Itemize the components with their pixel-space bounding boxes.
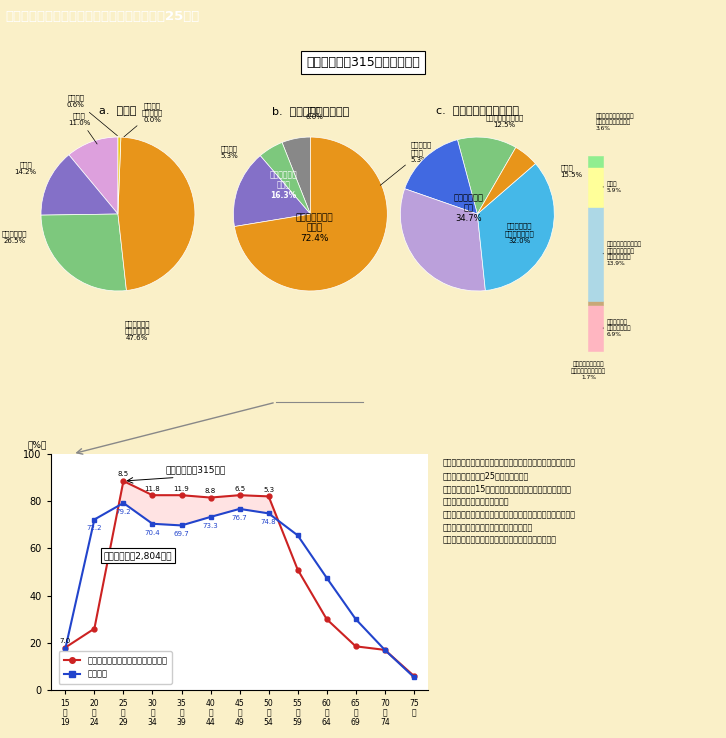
Text: 今の景気や季節では
仕事がありそうにない
1.7%: 今の景気や季節では 仕事がありそうにない 1.7% — [571, 362, 606, 380]
Text: 正規の職員・
従業員
16.3%: 正規の職員・ 従業員 16.3% — [269, 170, 298, 200]
Text: 70.4: 70.4 — [144, 530, 160, 536]
Text: 健康上の理由のため
12.5%: 健康上の理由のため 12.5% — [485, 114, 523, 128]
Text: 79.2: 79.2 — [115, 509, 131, 515]
Text: 自営業主
5.3%: 自営業主 5.3% — [221, 145, 238, 159]
Text: 69.7: 69.7 — [174, 531, 189, 537]
Text: 6.5: 6.5 — [234, 486, 245, 492]
Wedge shape — [260, 142, 311, 214]
Text: 5.3: 5.3 — [263, 487, 274, 493]
Wedge shape — [118, 137, 121, 214]
Text: 73.3: 73.3 — [203, 523, 219, 529]
Bar — [588, 300, 603, 305]
Wedge shape — [457, 137, 516, 214]
Text: 労働力人口：2,804万人: 労働力人口：2,804万人 — [104, 551, 172, 560]
Wedge shape — [478, 148, 536, 214]
Text: 在学中
11.0%: 在学中 11.0% — [68, 112, 97, 144]
Legend: 就業希望者の対人口割合＋労働力率, 労働力率: 就業希望者の対人口割合＋労働力率, 労働力率 — [59, 652, 172, 683]
Text: 就業希望者：315万人: 就業希望者：315万人 — [166, 466, 226, 475]
Text: 近くに仕事が
ありそうにない
6.9%: 近くに仕事が ありそうにない 6.9% — [603, 319, 631, 337]
Text: 74.8: 74.8 — [261, 520, 277, 525]
Text: １－２－７図　女性就業希望者の内訳（平成25年）: １－２－７図 女性就業希望者の内訳（平成25年） — [6, 10, 200, 23]
Text: その他
6.0%: その他 6.0% — [305, 106, 323, 120]
Wedge shape — [41, 214, 126, 291]
Text: 11.9: 11.9 — [174, 486, 189, 492]
Bar — [588, 305, 603, 351]
Text: 7.0: 7.0 — [60, 638, 71, 644]
Wedge shape — [401, 189, 486, 291]
Text: その他
5.9%: その他 5.9% — [603, 182, 621, 193]
Bar — [588, 156, 603, 167]
Text: 8.8: 8.8 — [205, 488, 216, 494]
Title: a.  教育別: a. 教育別 — [99, 106, 136, 116]
Wedge shape — [41, 155, 118, 215]
Wedge shape — [234, 156, 311, 227]
Text: 72.2: 72.2 — [86, 525, 102, 531]
Text: 11.8: 11.8 — [144, 486, 160, 492]
Wedge shape — [69, 137, 118, 214]
Text: 自分の知識・能力にあう
仕事がありそうにない
3.6%: 自分の知識・能力にあう 仕事がありそうにない 3.6% — [595, 113, 635, 131]
Text: 短大・高専率
26.5%: 短大・高専率 26.5% — [1, 230, 27, 244]
Wedge shape — [478, 164, 554, 291]
Text: （%）: （%） — [28, 440, 47, 449]
Text: 大学院卒
0.6%: 大学院卒 0.6% — [67, 94, 118, 136]
Text: その他
15.5%: その他 15.5% — [560, 165, 582, 179]
Bar — [588, 207, 603, 300]
Text: 在学した
ことがない
0.0%: 在学した ことがない 0.0% — [124, 102, 163, 137]
Bar — [588, 167, 603, 207]
Text: 76.7: 76.7 — [232, 515, 248, 521]
Text: 大学卒
14.2%: 大学卒 14.2% — [15, 161, 37, 175]
Text: 就業希望者（315万人）の内訳: 就業希望者（315万人）の内訳 — [306, 56, 420, 69]
Title: c.  求職していない理由別: c. 求職していない理由別 — [436, 106, 519, 116]
Title: b.  希望する就業形態別: b. 希望する就業形態別 — [272, 106, 349, 116]
Text: 小学・中学・
高校・旧中卒
47.6%: 小学・中学・ 高校・旧中卒 47.6% — [124, 320, 150, 342]
Text: 出産・育児の
ため
34.7%: 出産・育児の ため 34.7% — [453, 193, 483, 223]
Wedge shape — [404, 139, 478, 214]
Text: 勤務時間・賃金などが
希望にあう仕事が
ありそうにない
13.9%: 勤務時間・賃金などが 希望にあう仕事が ありそうにない 13.9% — [603, 241, 642, 266]
Text: 介護・看護
のため
5.3%: 介護・看護 のため 5.3% — [380, 142, 432, 185]
Text: 適当な仕事が
ありそうにない
32.0%: 適当な仕事が ありそうにない 32.0% — [505, 223, 534, 244]
Text: （備考）　１．総務省「労働力調査（基本集計，詳細集計）」
　　　　　　（平成25年）より作成。
　　　　　２．15歳以上人口に占める就業希望者の割合。
　　　　: （備考） １．総務省「労働力調査（基本集計，詳細集計）」 （平成25年）より作成… — [443, 459, 576, 545]
Wedge shape — [118, 137, 195, 291]
Text: 8.5: 8.5 — [118, 472, 129, 477]
Text: 非正規の職員・
従業員
72.4%: 非正規の職員・ 従業員 72.4% — [295, 213, 333, 243]
Wedge shape — [282, 137, 311, 214]
Wedge shape — [234, 137, 387, 291]
